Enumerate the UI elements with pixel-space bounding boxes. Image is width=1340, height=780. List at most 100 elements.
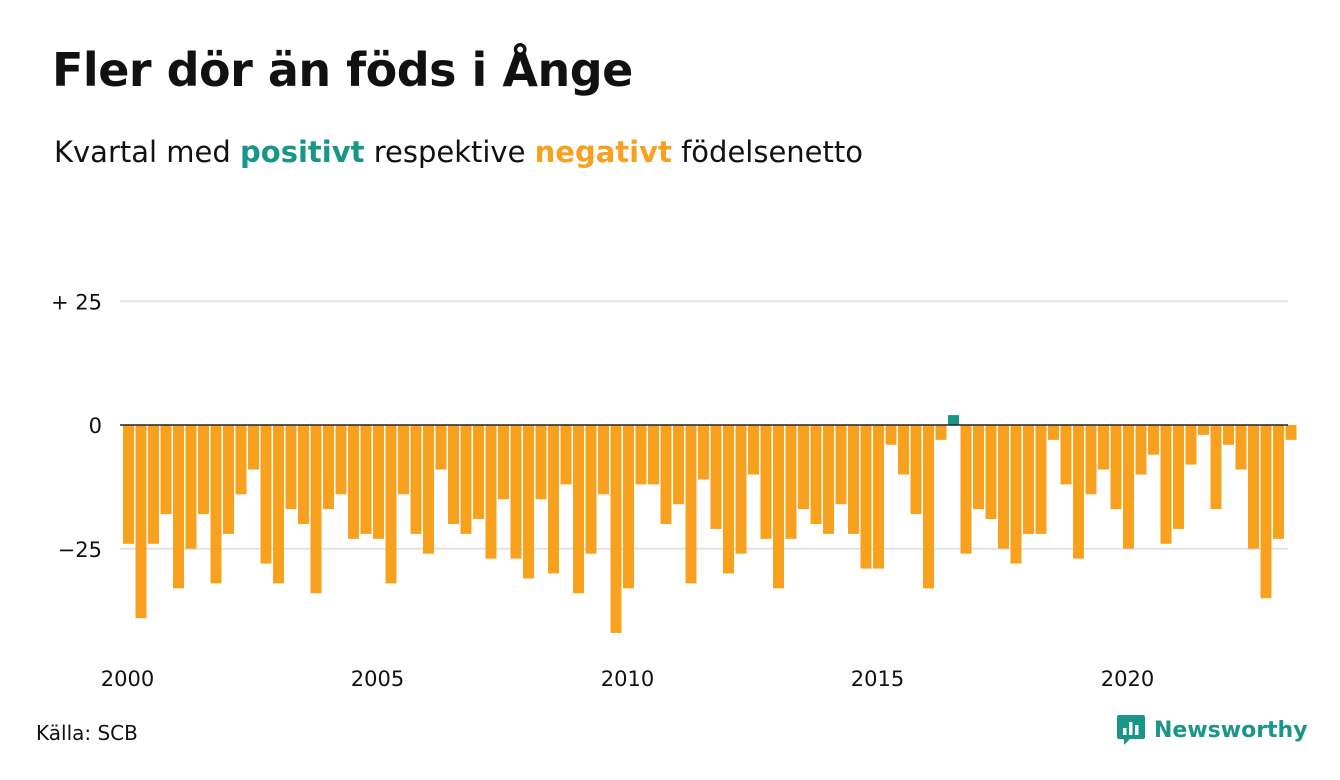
bar xyxy=(398,425,409,495)
bar xyxy=(848,425,859,534)
bar xyxy=(498,425,509,500)
bar xyxy=(873,425,884,569)
bar xyxy=(773,425,784,589)
bar xyxy=(985,425,997,520)
bar xyxy=(298,425,309,524)
bar xyxy=(260,425,272,564)
bar xyxy=(960,425,972,554)
bar xyxy=(460,425,472,534)
x-tick-label: 2000 xyxy=(101,667,154,691)
bar xyxy=(973,425,984,510)
bar xyxy=(1135,425,1147,475)
bar xyxy=(1210,425,1222,510)
bar xyxy=(185,425,197,549)
x-tick-label: 2020 xyxy=(1101,667,1154,691)
bar xyxy=(923,425,934,589)
bar xyxy=(123,425,134,544)
bar xyxy=(285,425,297,510)
bar xyxy=(910,425,922,515)
bar xyxy=(485,425,497,559)
bar xyxy=(560,425,572,485)
bar xyxy=(135,425,147,619)
bar xyxy=(785,425,797,539)
bar xyxy=(335,425,347,495)
bar xyxy=(1010,425,1022,564)
bar xyxy=(373,425,384,539)
bar xyxy=(210,425,222,584)
chart-title: Fler dör än föds i Ånge xyxy=(52,43,633,97)
bar xyxy=(810,425,822,524)
chart-subtitle: Kvartal med positivt respektive negativt… xyxy=(54,130,863,174)
bar xyxy=(723,425,734,574)
x-tick-label: 2010 xyxy=(601,667,654,691)
bar xyxy=(673,425,684,505)
bar xyxy=(948,415,959,425)
bar xyxy=(1048,425,1059,440)
bar xyxy=(360,425,372,534)
bar xyxy=(1085,425,1097,495)
bar xyxy=(748,425,759,475)
bar xyxy=(535,425,547,500)
bar xyxy=(885,425,897,445)
subtitle-text-1: Kvartal med xyxy=(54,135,241,169)
bar xyxy=(635,425,647,485)
bar xyxy=(1110,425,1122,510)
bar xyxy=(510,425,522,559)
bar xyxy=(173,425,184,589)
bar xyxy=(798,425,809,510)
bar xyxy=(1285,425,1297,440)
bar xyxy=(1248,425,1259,549)
bar xyxy=(760,425,772,539)
bar xyxy=(660,425,672,524)
bar xyxy=(223,425,234,534)
bar xyxy=(248,425,259,470)
bar xyxy=(898,425,909,475)
bar xyxy=(1160,425,1172,544)
bar xyxy=(1035,425,1047,534)
bar xyxy=(710,425,722,529)
bar xyxy=(1235,425,1247,470)
brand-name: Newsworthy xyxy=(1154,717,1308,743)
bar xyxy=(448,425,459,524)
y-tick-label: 0 xyxy=(89,414,102,438)
bar xyxy=(1273,425,1284,539)
bar xyxy=(623,425,634,589)
bar xyxy=(198,425,209,515)
y-tick-label: −25 xyxy=(58,538,102,562)
x-tick-label: 2005 xyxy=(351,667,404,691)
bar xyxy=(823,425,834,534)
x-tick-label: 2015 xyxy=(851,667,904,691)
bar xyxy=(835,425,847,505)
bar xyxy=(1073,425,1084,559)
bar xyxy=(585,425,597,554)
bar xyxy=(323,425,334,510)
bar xyxy=(698,425,709,480)
bar xyxy=(1260,425,1272,599)
bar xyxy=(348,425,359,539)
bar xyxy=(148,425,159,544)
y-tick-label: + 25 xyxy=(51,290,102,314)
bar xyxy=(1060,425,1072,485)
brand-logo: Newsworthy xyxy=(1116,713,1308,747)
bar xyxy=(423,425,434,554)
bar xyxy=(435,425,447,470)
bar xyxy=(1173,425,1184,529)
bar xyxy=(860,425,872,569)
bar xyxy=(310,425,322,594)
bar xyxy=(1185,425,1197,465)
newsworthy-logo-icon xyxy=(1117,715,1145,745)
bar xyxy=(160,425,172,515)
bar xyxy=(935,425,947,440)
bar xyxy=(1123,425,1134,549)
source-note: Källa: SCB xyxy=(36,721,138,745)
bar xyxy=(235,425,247,495)
bar xyxy=(548,425,559,574)
bar xyxy=(273,425,284,584)
subtitle-negative-highlight: negativt xyxy=(534,135,672,169)
subtitle-text-2: respektive xyxy=(364,135,535,169)
bar xyxy=(523,425,534,579)
subtitle-text-3: födelsenetto xyxy=(671,135,863,169)
bar xyxy=(998,425,1009,549)
bar xyxy=(1198,425,1209,435)
